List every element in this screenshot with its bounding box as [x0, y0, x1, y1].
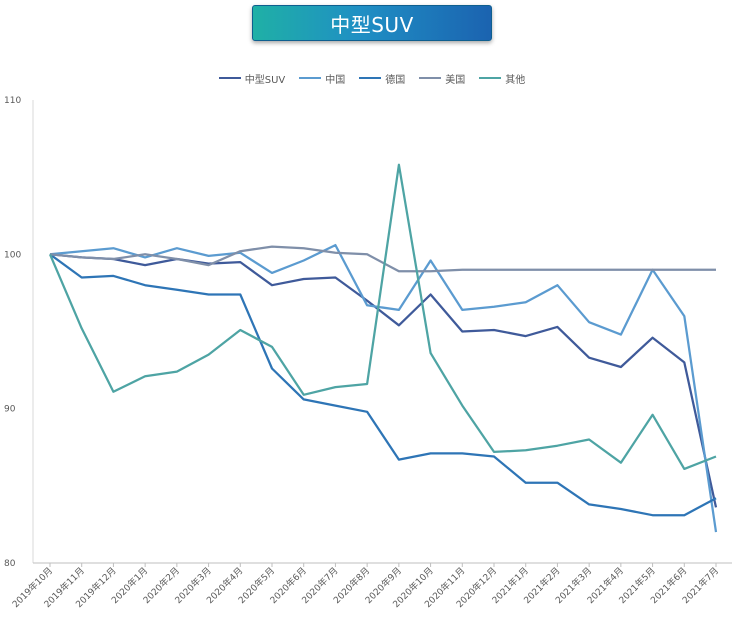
chart-title-banner: 中型SUV [252, 5, 492, 41]
legend-swatch [299, 76, 322, 80]
legend-item-0: 中型SUV [218, 71, 286, 86]
series-line-2 [49, 253, 717, 517]
legend-swatch [218, 76, 241, 80]
series-line-1 [49, 243, 718, 533]
y-tick-label: 80 [4, 559, 16, 569]
series-line-3 [49, 245, 716, 273]
y-tick-label: 90 [4, 405, 16, 415]
y-tick-labels: 80 90 100 110 [4, 96, 21, 569]
series-line-0 [49, 253, 718, 508]
legend-item-3: 美国 [419, 71, 465, 86]
legend-swatch [479, 76, 502, 80]
legend-label: 德国 [385, 74, 406, 86]
y-tick-label: 110 [4, 96, 21, 106]
legend-label: 中国 [325, 74, 346, 86]
legend-item-1: 中国 [299, 71, 345, 86]
chart-title: 中型SUV [330, 12, 414, 37]
legend-label: 美国 [445, 74, 466, 86]
series-line-4 [48, 163, 717, 471]
legend-swatch [359, 76, 382, 80]
legend: 中型SUV 中国 德国 美国 其他 [0, 70, 744, 86]
series-lines [48, 163, 718, 533]
legend-swatch [419, 76, 442, 80]
legend-label: 中型SUV [244, 74, 286, 86]
legend-item-4: 其他 [479, 71, 525, 86]
legend-label: 其他 [505, 74, 526, 86]
x-tick-labels: 2019年10月2019年11月2019年12月2020年1月2020年2月20… [10, 563, 721, 610]
legend-item-2: 德国 [359, 71, 405, 86]
y-tick-label: 100 [4, 250, 21, 260]
